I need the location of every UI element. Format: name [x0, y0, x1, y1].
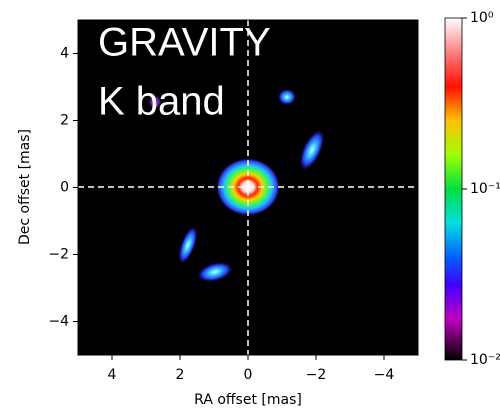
y-tick-label: −2	[48, 247, 69, 263]
x-tick-label: −4	[374, 367, 395, 383]
y-axis-label: Dec offset [mas]	[17, 129, 33, 245]
annotation: GRAVITY	[98, 21, 271, 65]
x-tick-label: 4	[108, 367, 117, 383]
x-axis-label: RA offset [mas]	[194, 392, 302, 408]
y-tick-label: 0	[60, 180, 69, 196]
y-tick-label: −4	[48, 314, 69, 330]
colorbar-tick-label: 10⁻¹	[470, 181, 500, 197]
y-tick-label: 2	[60, 113, 69, 129]
colorbar-tick-label: 10⁻²	[470, 352, 500, 368]
y-tick-label: 4	[60, 46, 69, 62]
annotation: K band	[98, 80, 225, 124]
colorbar	[444, 17, 463, 361]
x-tick-label: −2	[306, 367, 327, 383]
x-tick-label: 2	[176, 367, 185, 383]
colorbar-tick-label: 10⁰	[470, 10, 494, 26]
x-tick-label: 0	[244, 367, 253, 383]
